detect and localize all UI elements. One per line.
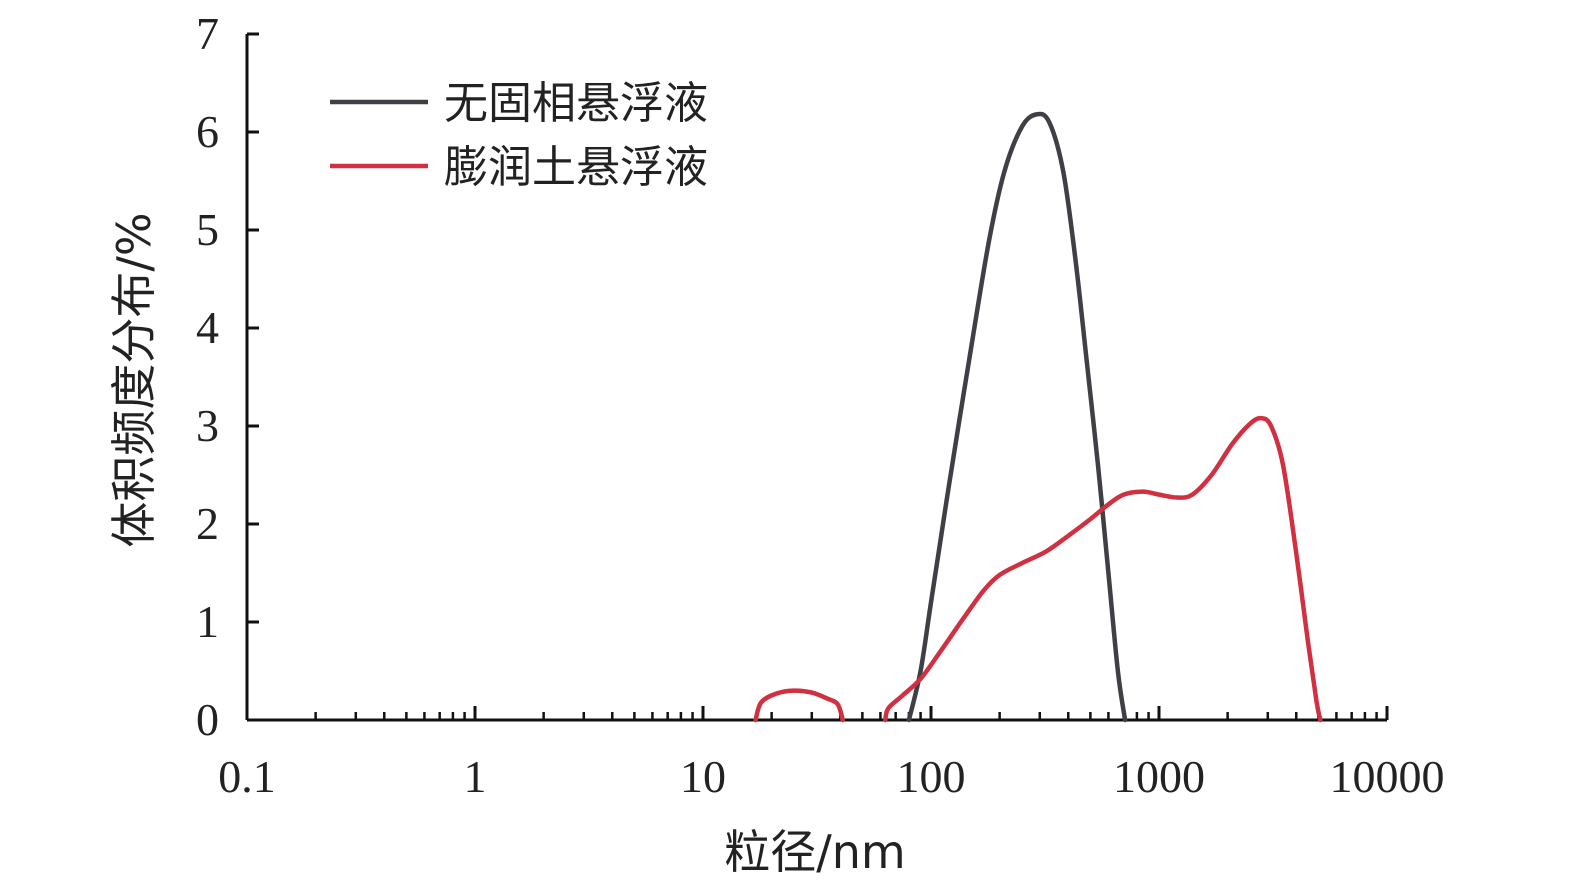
series-line-2-seg-2 bbox=[883, 415, 1323, 723]
x-tick-label: 10 bbox=[680, 751, 726, 802]
y-tick-label: 4 bbox=[196, 302, 219, 353]
x-tick-label: 0.1 bbox=[218, 751, 276, 802]
x-tick-label: 10000 bbox=[1330, 751, 1445, 802]
y-tick-label: 5 bbox=[196, 204, 219, 255]
series-layer bbox=[753, 111, 1323, 723]
axes-layer: 0 1 2 3 4 5 6 7 0.1 1 10 100 1000 10000 bbox=[196, 8, 1445, 802]
series-line-2-seg-1 bbox=[753, 688, 845, 723]
y-tick-label: 7 bbox=[196, 8, 219, 59]
y-tick-label: 2 bbox=[196, 498, 219, 549]
legend-label: 无固相悬浮液 bbox=[444, 78, 708, 129]
x-axis-title: 粒径/nm bbox=[724, 825, 905, 879]
x-tick-label: 1 bbox=[464, 751, 487, 802]
x-tick-label: 100 bbox=[897, 751, 966, 802]
series-line-1 bbox=[906, 111, 1128, 723]
y-tick-label: 1 bbox=[196, 596, 219, 647]
y-tick-label: 3 bbox=[196, 400, 219, 451]
y-tick-label: 6 bbox=[196, 106, 219, 157]
legend-label: 膨润土悬浮液 bbox=[444, 142, 708, 193]
y-tick-label: 0 bbox=[196, 694, 219, 745]
y-axis-title: 体积频度分布/% bbox=[107, 212, 161, 547]
x-tick-label: 1000 bbox=[1113, 751, 1205, 802]
